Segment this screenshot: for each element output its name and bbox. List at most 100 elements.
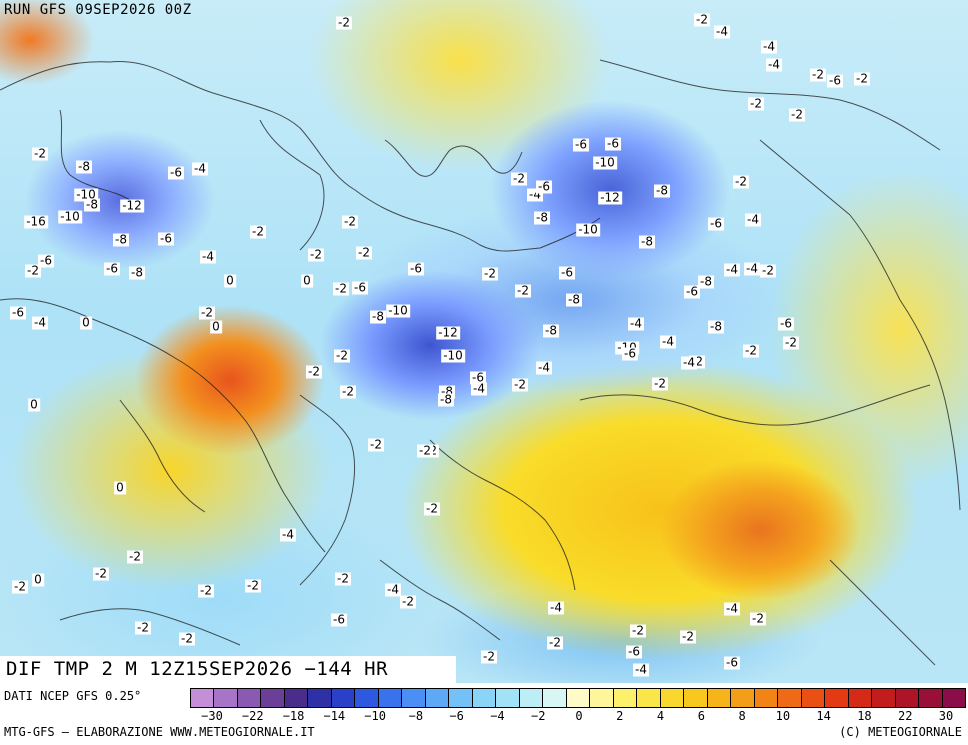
contour-label: -2 [743,343,759,358]
color-swatch [754,689,779,707]
contour-label: -2 [750,611,766,626]
temperature-anomaly-map: RUN GFS 09SEP2026 00Z -2 -2 -4 -4 -4 -2 … [0,0,968,683]
contour-label: -4 [280,527,296,542]
color-swatch [684,689,708,707]
contour-label: -4 [681,355,697,370]
contour-label: -6 [559,265,575,280]
color-swatch [825,689,849,707]
run-title: RUN GFS 09SEP2026 00Z [4,2,192,18]
contour-label: -8 [534,210,550,225]
contour-label: -12 [598,190,622,205]
contour-label: -2 [652,376,668,391]
scale-tick-label: −4 [490,709,505,723]
contour-label: -2 [511,171,527,186]
contour-label: -8 [566,292,582,307]
contour-label: -16 [24,214,48,229]
contour-label: -6 [168,165,184,180]
contour-label: -2 [93,566,109,581]
contour-label: -6 [626,644,642,659]
contour-label: -4 [633,662,649,677]
color-swatch [402,689,426,707]
color-swatch [566,689,591,707]
contour-label: -6 [158,231,174,246]
contour-label: -6 [724,655,740,670]
scale-tick-label: 6 [697,709,705,723]
contour-label: -2 [336,15,352,30]
contour-label: -4 [766,57,782,72]
contour-label: -6 [708,216,724,231]
contour-label: -6 [470,370,486,385]
contour-label: -2 [854,71,870,86]
contour-label: -12 [436,325,460,340]
contour-label: -4 [714,24,730,39]
contour-label: -2 [783,335,799,350]
contour-label: -8 [654,183,670,198]
color-swatch [355,689,379,707]
color-swatch [731,689,755,707]
scale-tick-label: −8 [408,709,424,723]
scale-tick-label: −18 [282,709,305,723]
color-swatch [637,689,661,707]
contour-label: -4 [628,316,644,331]
scale-tick-label: −30 [201,709,223,723]
contour-label: -2 [335,571,351,586]
contour-label: -6 [352,280,368,295]
color-swatch [519,689,544,707]
contour-label: 0 [32,572,44,587]
color-swatch [378,689,403,707]
contour-label: -8 [698,274,714,289]
color-swatch [895,689,920,707]
credit-right: (C) METEOGIORNALE [839,725,962,739]
contour-label: -2 [630,623,646,638]
color-swatch [214,689,238,707]
contour-label: -8 [543,323,559,338]
scale-tick-label: 18 [857,709,872,723]
contour-label: -2 [306,364,322,379]
color-swatch [872,689,896,707]
contour-label: -2 [417,443,433,458]
contour-label: -4 [536,360,552,375]
scale-tick-label: −2 [530,709,546,723]
contour-label: -6 [684,284,700,299]
contour-label: -2 [733,174,749,189]
contour-label: -4 [724,601,740,616]
color-swatch [191,689,215,707]
color-swatch [261,689,285,707]
contour-label: -2 [356,245,372,260]
scale-tick-label: 2 [616,709,624,723]
contour-label: -4 [385,582,401,597]
color-swatch [284,689,309,707]
contour-label: -8 [708,319,724,334]
contour-label: -10 [576,222,600,237]
color-swatch [801,689,826,707]
scale-tick-label: 22 [897,709,913,723]
contour-label: -6 [38,253,54,268]
contour-label: -2 [308,247,324,262]
contour-label: -2 [512,377,528,392]
contour-label: -8 [438,392,454,407]
contour-label: 0 [301,273,313,288]
contour-label: -6 [536,179,552,194]
contour-label: -4 [32,315,48,330]
color-scale-ticks: −30 −22 −18 −14 −10 −8 −6 −4 −2 0 2 4 6 8 10 14 18 22 30 [190,709,966,723]
contour-label: -6 [10,305,26,320]
contour-label: -2 [515,283,531,298]
color-swatch [848,689,873,707]
scale-tick-label: −6 [449,709,464,723]
scale-tick-label: 10 [775,709,791,723]
contour-label: -8 [84,197,100,212]
contour-label: -4 [192,161,208,176]
credit-left: MTG-GFS – ELABORAZIONE WWW.METEOGIORNALE… [4,725,315,739]
contour-label: -6 [827,73,843,88]
contour-label: -2 [342,214,358,229]
contour-label: -6 [331,612,347,627]
contour-label: -2 [340,384,356,399]
contour-label: -8 [639,234,655,249]
contour-label: -2 [424,501,440,516]
contour-label: 0 [114,480,126,495]
contour-label: -2 [810,67,826,82]
data-source-label: DATI NCEP GFS 0.25° [4,689,142,703]
coastline-overlay [0,59,961,666]
contour-label: -4 [471,381,487,396]
contour-label: -6 [605,136,621,151]
